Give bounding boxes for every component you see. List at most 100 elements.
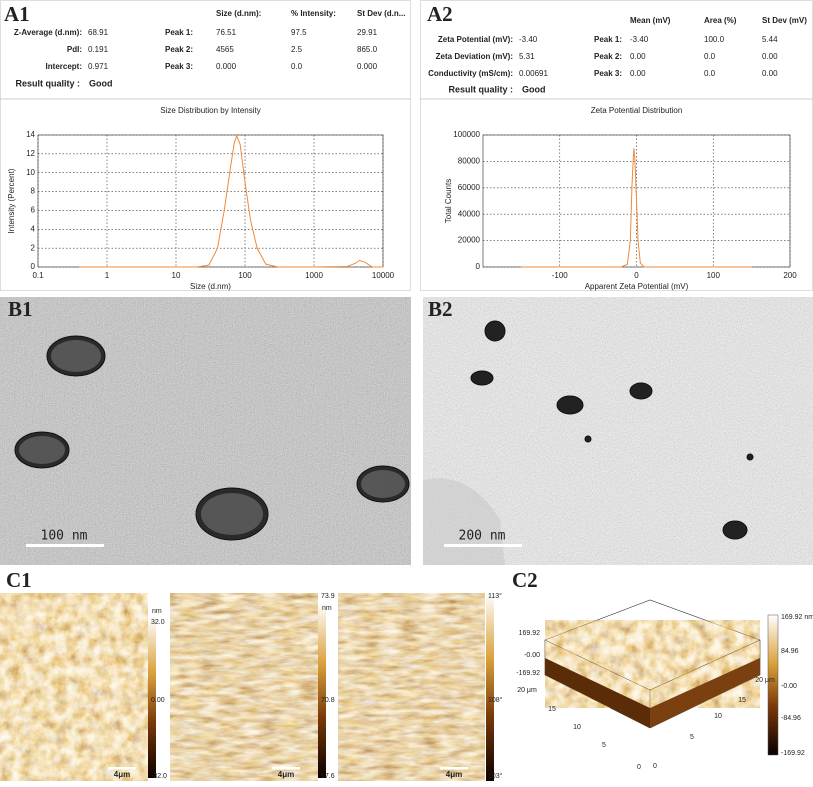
- color-bar-label: -0.00: [781, 683, 797, 690]
- scale-bar: [272, 767, 300, 770]
- summary-label: PdI:: [67, 45, 82, 54]
- summary-value: 0.00691: [519, 69, 548, 78]
- scale-bar-label: 4μm: [278, 770, 294, 779]
- summary-value: 0.191: [88, 45, 109, 54]
- x-tick-label: -100: [552, 271, 569, 280]
- peak-value: 0.00: [762, 69, 778, 78]
- peak-value: 100.0: [704, 35, 725, 44]
- color-bar-label: -169.92: [781, 750, 805, 757]
- panel-label: A2: [427, 2, 453, 26]
- scale-bar-label: 4μm: [446, 770, 462, 779]
- peak-value: 29.91: [357, 28, 378, 37]
- peak-value: -3.40: [630, 35, 649, 44]
- peak-value: 0.000: [357, 62, 378, 71]
- peak-label: Peak 2:: [594, 52, 622, 61]
- data-line: [79, 134, 383, 268]
- x-tick-label: 1: [105, 271, 110, 280]
- summary-value: 0.971: [88, 62, 109, 71]
- chart-title: Size Distribution by Intensity: [160, 106, 261, 115]
- axis-tick-label: 0: [637, 764, 641, 771]
- x-tick-label: 100: [238, 271, 252, 280]
- summary-label: Conductivity (mS/cm):: [428, 69, 513, 78]
- panel-label: B1: [8, 297, 33, 321]
- peak-value: 0.00: [630, 52, 646, 61]
- scale-bar: [440, 767, 468, 770]
- color-bar-label: 73.9: [321, 593, 335, 600]
- plot-frame: [37, 134, 384, 268]
- axis-tick-label: 15: [548, 706, 556, 713]
- color-bar-unit: nm: [322, 605, 332, 612]
- y-tick-label: 100000: [453, 130, 480, 139]
- x-tick-label: 0: [634, 271, 639, 280]
- color-bar: [486, 593, 494, 781]
- particles: [470, 320, 754, 540]
- panel-label: A1: [4, 2, 30, 26]
- y-tick-label: 4: [31, 224, 36, 233]
- peak-header: % Intensity:: [291, 9, 336, 18]
- particle-texture: [19, 340, 405, 535]
- y-tick-label: 14: [26, 130, 35, 139]
- x-tick-label: 0.1: [32, 271, 44, 280]
- scale-bar: [108, 767, 136, 770]
- axis-tick-label: 20 μm: [517, 687, 537, 694]
- y-tick-label: 10: [26, 168, 35, 177]
- y-tick-label: 60000: [458, 183, 481, 192]
- peak-header: St Dev (mV): [762, 16, 807, 25]
- axis-tick-label: 10: [573, 724, 581, 731]
- peak-header: Area (%): [704, 16, 737, 25]
- color-bar-label: 169.92 nm: [781, 614, 813, 621]
- panel-label: C1: [6, 568, 32, 592]
- summary-label: Zeta Deviation (mV):: [436, 52, 513, 61]
- color-bar-label: 113°: [488, 592, 502, 600]
- peak-value: 0.0: [291, 62, 303, 71]
- color-bar: [148, 617, 156, 778]
- axis-tick-label: 5: [602, 742, 606, 749]
- z-tick-label: 169.92: [519, 630, 541, 637]
- x-tick-label: 10000: [372, 271, 395, 280]
- summary-value: -3.40: [519, 35, 538, 44]
- scale-bar: [26, 544, 104, 547]
- summary-value: 68.91: [88, 28, 109, 37]
- peak-header: Mean (mV): [630, 16, 671, 25]
- y-tick-label: 0: [476, 262, 481, 271]
- color-bar-label: 0.00: [151, 697, 165, 704]
- y-tick-label: 40000: [458, 209, 481, 218]
- x-tick-label: 100: [707, 271, 721, 280]
- peak-header: Size (d.nm):: [216, 9, 261, 18]
- peak-value: 5.44: [762, 35, 778, 44]
- color-bar-label: 84.96: [781, 648, 799, 655]
- color-bar: [767, 614, 779, 756]
- axis-tick-label: 10: [714, 713, 722, 720]
- peak-value: 97.5: [291, 28, 307, 37]
- peak-value: 0.0: [704, 69, 716, 78]
- peak-label: Peak 1:: [165, 28, 193, 37]
- afm-3d-side: [545, 658, 650, 728]
- panel-label: B2: [428, 297, 453, 321]
- color-bar-label: 32.0: [151, 619, 165, 626]
- peak-value: 4565: [216, 45, 234, 54]
- color-bar: [318, 603, 326, 778]
- afm-3d-side: [650, 658, 760, 728]
- panel-label: C2: [512, 568, 538, 592]
- y-tick-label: 0: [31, 262, 36, 271]
- panel-frame: [0, 0, 411, 291]
- peak-label: Peak 3:: [165, 62, 193, 71]
- peak-value: 0.00: [630, 69, 646, 78]
- scale-bar-label: 200 nm: [459, 529, 506, 544]
- y-tick-label: 20000: [458, 236, 481, 245]
- scale-bar-label: 4μm: [114, 770, 130, 779]
- axis-tick-label: 5: [690, 734, 694, 741]
- peak-label: Peak 1:: [594, 35, 622, 44]
- particles: [14, 335, 410, 541]
- color-bar-label: 67.6: [321, 773, 335, 780]
- x-tick-label: 200: [783, 271, 797, 280]
- film-edge: [423, 478, 505, 565]
- y-axis-label: Total Counts: [444, 179, 453, 223]
- afm-image: [170, 593, 318, 781]
- x-axis-label: Size (d.nm): [190, 282, 231, 291]
- data-line: [521, 148, 752, 268]
- color-bar-label: 108°: [488, 696, 503, 704]
- y-tick-label: 80000: [458, 157, 481, 166]
- x-tick-label: 10: [172, 271, 181, 280]
